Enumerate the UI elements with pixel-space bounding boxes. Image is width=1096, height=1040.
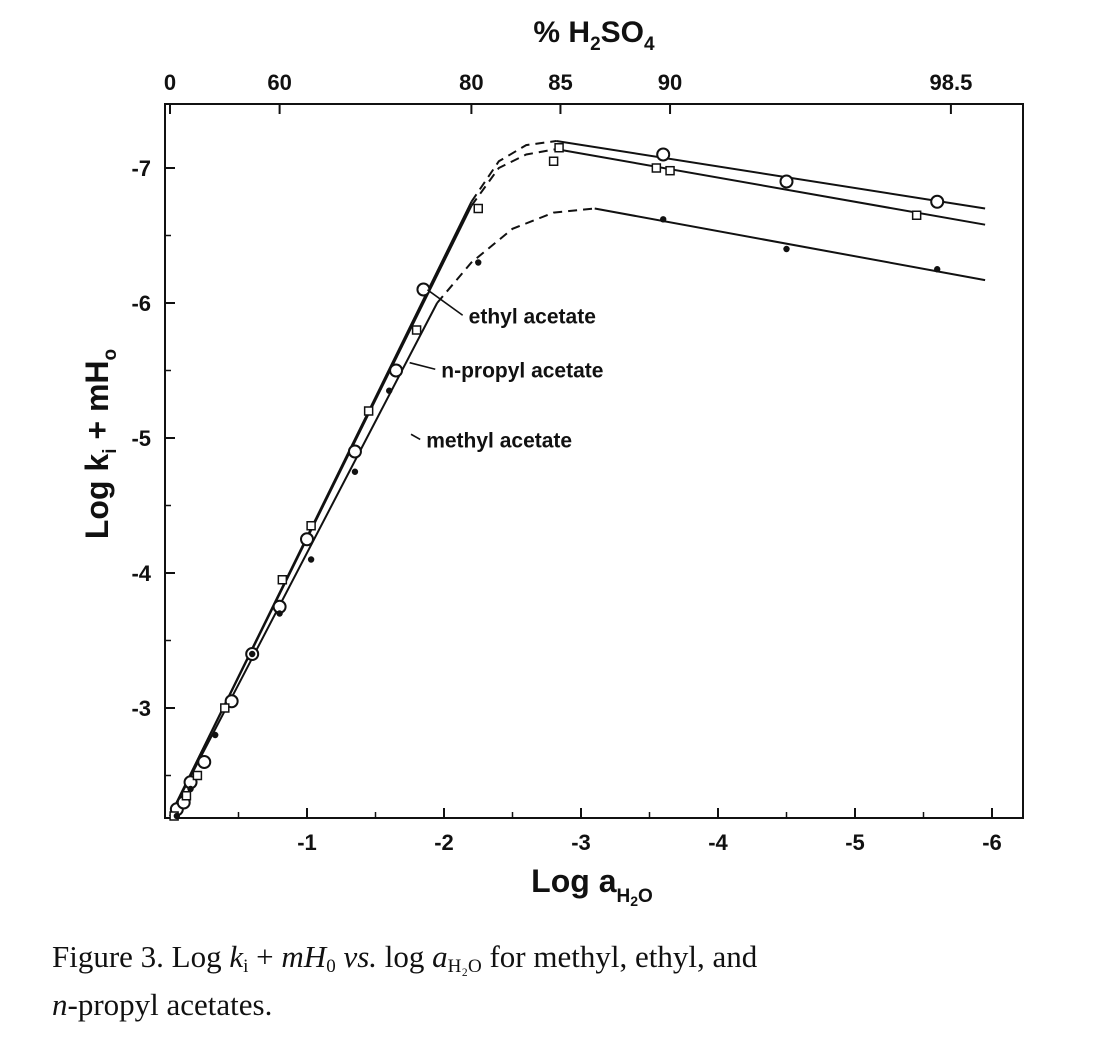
methyl-acetate-leader <box>410 433 421 441</box>
methyl-acetate-point <box>386 387 393 394</box>
n-propyl-acetate-point <box>554 143 564 153</box>
ethyl-acetate-point <box>930 194 945 209</box>
y-tick-label: -6 <box>131 291 151 316</box>
methyl-acetate-point <box>783 245 790 253</box>
ethyl-acetate-point <box>197 755 212 769</box>
methyl-acetate-point <box>307 556 315 563</box>
top-tick-label: 90 <box>658 70 682 95</box>
x-tick-label: -2 <box>434 830 454 855</box>
top-tick-label: 80 <box>459 70 483 95</box>
methyl-acetate-point <box>276 610 283 617</box>
n-propyl-acetate-point <box>277 575 288 585</box>
n-propyl-acetate-leader <box>409 361 436 371</box>
n-propyl-acetate-point <box>548 156 559 166</box>
n-propyl-acetate-point <box>181 791 192 801</box>
annotations: ethyl acetate n-propyl acetate methyl acet… <box>409 289 603 452</box>
y-tick-label: -3 <box>131 696 151 721</box>
ethyl-acetate-point <box>416 282 431 297</box>
ethyl-acetate-point <box>389 363 404 378</box>
n-propyl-acetate-point <box>665 165 675 176</box>
x-axis-ticks: -1 -2 -3 -4 -5 -6 <box>237 808 1002 855</box>
methyl-acetate-point <box>351 468 359 475</box>
n-propyl-acetate-dashed-curve <box>470 148 557 207</box>
n-propyl-acetate-label: n-propyl acetate <box>441 359 603 382</box>
n-propyl-acetate-fit-line <box>169 205 473 817</box>
methyl-acetate-label: methyl acetate <box>426 429 572 452</box>
n-propyl-acetate-point <box>411 325 422 335</box>
y-tick-label: -5 <box>131 426 151 451</box>
chart: 0 60 80 85 90 98.5 -1 -2 -3 -4 -5 -6 -3 -4 -5 -6 -7 et… <box>79 16 1024 909</box>
ethyl-acetate-leader <box>426 289 464 316</box>
ethyl-acetate-point <box>300 532 314 547</box>
methyl-acetate-point <box>475 259 482 266</box>
series-points <box>169 143 945 821</box>
methyl-acetate-point <box>212 731 219 739</box>
methyl-acetate-high-acid-line <box>594 207 986 282</box>
n-propyl-acetate-point <box>911 210 922 220</box>
x-axis-title: Log aH2O <box>531 863 653 909</box>
ethyl-acetate-point <box>656 147 671 162</box>
y-axis-title: Log ki + mHo <box>79 349 121 539</box>
ethyl-acetate-point <box>347 444 362 459</box>
top-tick-label: 0 <box>164 70 176 95</box>
methyl-acetate-point <box>249 650 256 658</box>
x-tick-label: -4 <box>708 830 728 855</box>
top-axis-ticks: 0 60 80 85 90 98.5 <box>164 70 972 114</box>
ethyl-acetate-label: ethyl acetate <box>469 305 596 328</box>
figure-caption: Figure 3. Log ki + mH0 vs. log aH₂O for … <box>52 939 758 1022</box>
y-tick-label: -4 <box>131 561 151 586</box>
methyl-acetate-point <box>187 785 194 793</box>
n-propyl-acetate-point <box>306 521 316 531</box>
n-propyl-acetate-point <box>220 703 230 713</box>
methyl-acetate-point <box>173 812 181 820</box>
ethyl-acetate-high-acid-line <box>556 140 986 210</box>
x-tick-label: -3 <box>571 830 591 855</box>
ethyl-acetate-dashed-curve <box>470 140 557 203</box>
x-tick-label: -6 <box>982 830 1002 855</box>
top-tick-label: 85 <box>548 70 572 95</box>
n-propyl-acetate-point <box>651 163 662 173</box>
n-propyl-acetate-point <box>363 406 374 416</box>
x-tick-label: -5 <box>845 830 865 855</box>
n-propyl-acetate-point <box>192 770 203 781</box>
x-tick-label: -1 <box>297 830 317 855</box>
ethyl-acetate-point <box>779 174 794 189</box>
series-lines <box>169 140 986 817</box>
top-tick-label: 98.5 <box>929 70 972 95</box>
plot-frame <box>164 103 1024 819</box>
methyl-acetate-fit-line <box>169 302 438 817</box>
n-propyl-acetate-point <box>473 203 483 214</box>
y-tick-label: -7 <box>131 156 151 181</box>
top-axis-title: % H2SO4 <box>533 16 655 55</box>
methyl-acetate-point <box>660 216 667 223</box>
top-tick-label: 60 <box>267 70 291 95</box>
methyl-acetate-point <box>934 266 941 273</box>
methyl-acetate-dashed-curve <box>436 207 595 304</box>
y-axis-ticks: -3 -4 -5 -6 -7 <box>131 156 175 777</box>
